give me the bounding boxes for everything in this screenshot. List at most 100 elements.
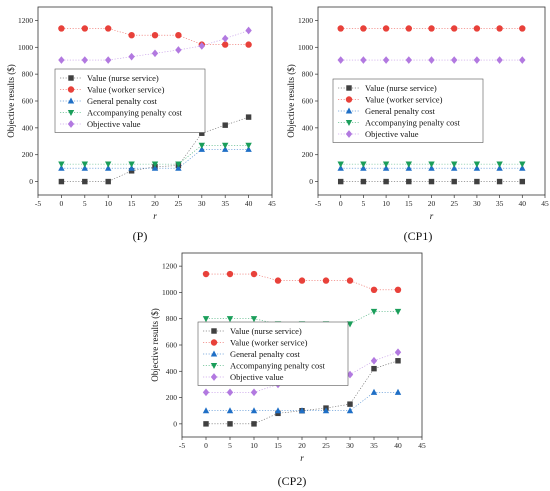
legend-label: Value (nurse service) — [87, 73, 159, 83]
data-point — [298, 407, 306, 414]
data-point — [370, 286, 378, 293]
y-tick-label: 200 — [302, 150, 314, 159]
data-point — [451, 56, 458, 64]
y-tick-label: 0 — [29, 177, 33, 186]
series-line — [61, 30, 249, 61]
data-point — [105, 178, 111, 185]
y-tick-label: 1200 — [298, 16, 313, 25]
data-point — [360, 161, 367, 168]
legend-label: General penalty cost — [365, 106, 435, 116]
data-point — [226, 407, 234, 414]
data-point — [406, 178, 412, 185]
data-point — [202, 388, 210, 397]
x-tick-label: 15 — [405, 199, 413, 208]
data-point — [370, 308, 378, 316]
y-tick-label: 200 — [166, 393, 178, 402]
data-point — [274, 277, 282, 284]
data-point — [222, 34, 229, 43]
data-point — [405, 164, 412, 171]
legend-label: Value (worker service) — [87, 85, 165, 95]
x-tick-label: 40 — [245, 199, 253, 208]
series-0 — [337, 178, 526, 185]
y-tick-label: 0 — [309, 177, 313, 186]
data-point — [151, 161, 159, 168]
x-tick-label: 15 — [274, 441, 282, 450]
series-1 — [202, 270, 402, 293]
data-point — [128, 161, 135, 168]
data-point — [474, 178, 480, 185]
data-point — [405, 161, 412, 168]
data-point — [128, 168, 135, 174]
x-axis-label: r — [153, 211, 157, 221]
data-point — [105, 161, 112, 168]
data-point — [370, 388, 378, 395]
data-point — [346, 370, 354, 379]
y-tick-label: 1200 — [162, 262, 177, 271]
data-point — [473, 25, 481, 32]
data-point — [245, 114, 252, 120]
data-point — [128, 164, 135, 171]
data-point — [81, 25, 89, 32]
series-2 — [58, 145, 252, 171]
legend-label: General penalty cost — [230, 349, 300, 359]
data-point — [496, 178, 503, 185]
data-point — [394, 286, 402, 293]
data-point — [473, 164, 481, 171]
data-point — [346, 277, 354, 284]
y-tick-label: 800 — [166, 314, 178, 323]
data-point — [128, 32, 135, 39]
data-point — [337, 164, 344, 171]
data-point — [451, 164, 458, 171]
chart-p: -5 0 5 10 15 20 25 30 35 40 45 0 200 400 600 800 1000 120… — [6, 6, 276, 243]
x-tick-label: -5 — [179, 441, 185, 450]
series-2 — [202, 388, 402, 414]
x-axis-label: r — [300, 453, 304, 463]
legend-label: General penalty cost — [87, 96, 157, 106]
data-point — [198, 145, 205, 152]
y-tick-label: 800 — [22, 70, 34, 79]
legend-label: Objective value — [230, 372, 284, 382]
x-tick-label: 25 — [175, 199, 183, 208]
data-point — [58, 164, 65, 171]
data-point — [394, 348, 402, 357]
x-tick-label: 35 — [496, 199, 504, 208]
data-point — [337, 25, 344, 32]
series-1 — [337, 25, 526, 32]
data-point — [105, 164, 112, 171]
series-4 — [337, 56, 526, 64]
y-axis-label: Objective results ($) — [286, 64, 296, 137]
data-point — [405, 25, 412, 32]
data-point — [428, 25, 435, 32]
y-tick-label: 600 — [302, 97, 314, 106]
data-point — [175, 164, 182, 171]
data-point — [360, 164, 367, 171]
x-tick-label: 45 — [418, 441, 426, 450]
data-point — [473, 161, 481, 168]
series-1 — [58, 25, 252, 48]
y-tick-label: 400 — [166, 367, 178, 376]
data-point — [202, 407, 210, 414]
legend-marker — [211, 328, 217, 334]
chart-cp2: -5 0 5 10 15 20 25 30 35 40 45 0 200 400 600 800 1000 120… — [150, 252, 426, 488]
legend-marker — [346, 85, 352, 91]
data-point — [226, 388, 234, 397]
y-tick-label: 400 — [22, 123, 34, 132]
data-point — [274, 407, 282, 414]
x-tick-label: 10 — [104, 199, 112, 208]
data-point — [496, 56, 503, 64]
data-point — [473, 56, 481, 64]
data-point — [222, 122, 228, 128]
data-point — [58, 56, 65, 64]
data-point — [337, 56, 344, 64]
x-tick-label: -5 — [35, 199, 41, 208]
data-point — [394, 308, 402, 316]
y-tick-label: 1000 — [18, 43, 33, 52]
x-tick-label: 0 — [339, 199, 343, 208]
data-point — [360, 56, 367, 64]
data-point — [451, 25, 458, 32]
data-point — [428, 56, 435, 64]
data-point — [202, 270, 210, 278]
legend-label: Objective value — [87, 119, 141, 129]
data-point — [151, 32, 159, 39]
data-point — [451, 161, 458, 168]
